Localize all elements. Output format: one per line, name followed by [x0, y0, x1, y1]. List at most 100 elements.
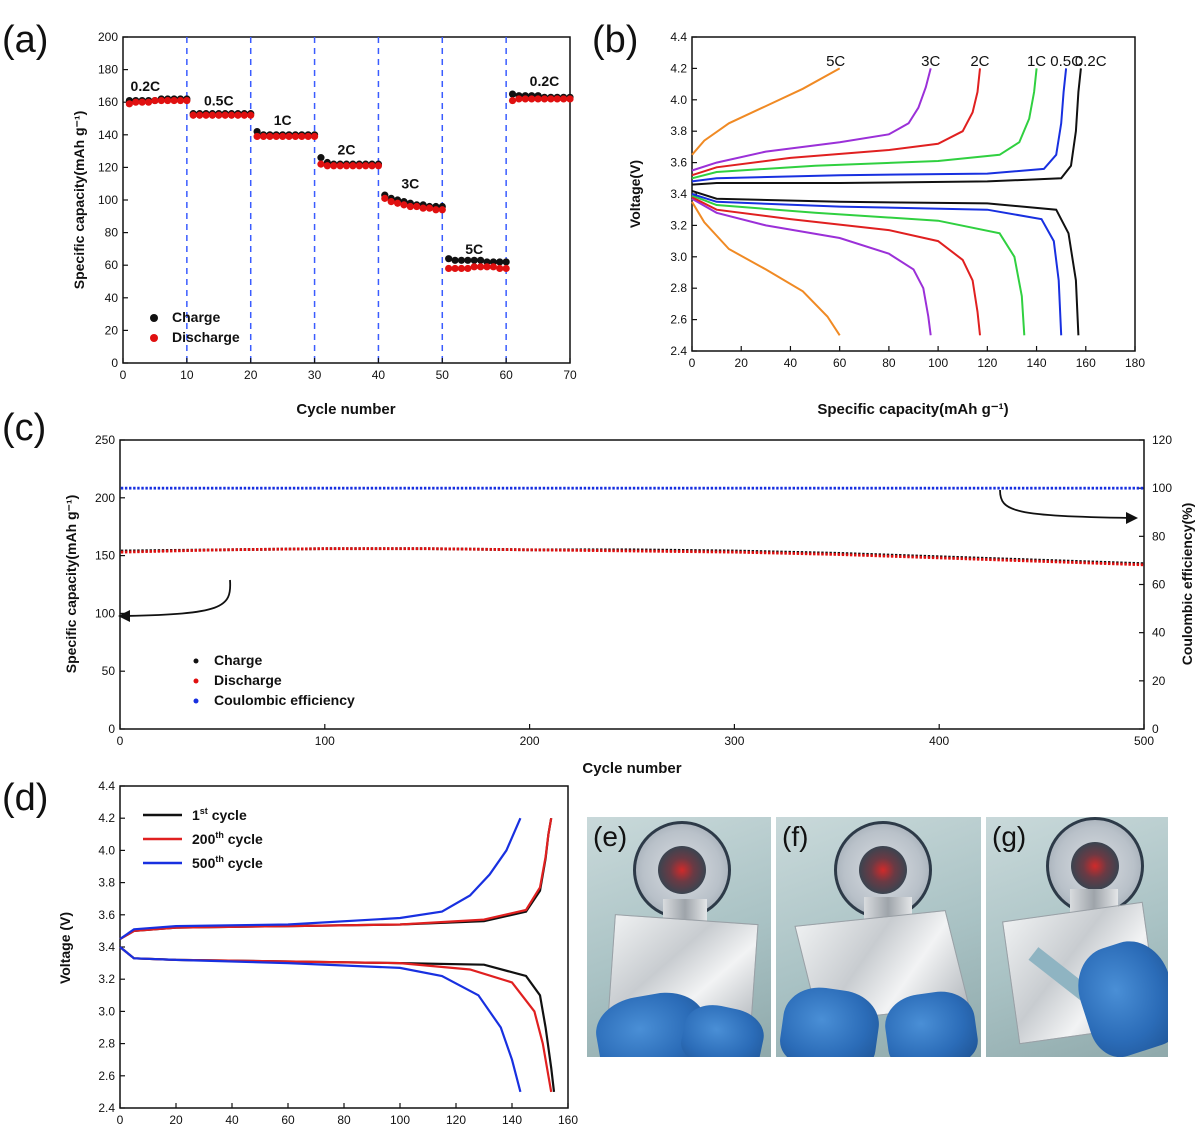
point-coulombic-efficiency — [563, 486, 566, 490]
panel-d-frame — [119, 785, 569, 1109]
panel-d-ticks: 0 20 40 60 80 100 120 140 160 2.4 2.6 2.8 3.0 3.2 3.4 3… — [98, 779, 578, 1127]
discharge-point — [266, 132, 274, 141]
charge-point — [457, 256, 466, 264]
x-tick-label: 160 — [558, 1113, 578, 1127]
point-coulombic-efficiency — [391, 486, 394, 490]
point-coulombic-efficiency — [219, 486, 222, 490]
discharge-point — [502, 264, 510, 273]
point-coulombic-efficiency — [333, 486, 337, 490]
photo-e: (e) — [587, 817, 771, 1057]
y-tick-label: 160 — [98, 95, 118, 109]
point-coulombic-efficiency — [948, 486, 951, 490]
discharge-point — [419, 204, 427, 212]
point-discharge — [555, 548, 558, 552]
point-coulombic-efficiency — [182, 486, 185, 490]
point-coulombic-efficiency — [1021, 486, 1025, 490]
point-discharge — [825, 552, 828, 556]
point-coulombic-efficiency — [952, 486, 955, 490]
panel-b-frame — [691, 36, 1136, 352]
point-coulombic-efficiency — [1038, 486, 1041, 490]
point-coulombic-efficiency — [1001, 486, 1004, 490]
point-coulombic-efficiency — [1095, 486, 1099, 490]
point-discharge — [1001, 558, 1004, 562]
point-coulombic-efficiency — [481, 486, 484, 490]
point-discharge — [522, 548, 525, 552]
point-coulombic-efficiency — [288, 486, 292, 490]
point-discharge — [296, 547, 300, 551]
point-discharge — [538, 548, 542, 552]
point-discharge — [219, 548, 222, 552]
discharge-point — [457, 264, 466, 273]
point-discharge — [464, 547, 468, 551]
point-discharge — [350, 547, 353, 551]
point-coulombic-efficiency — [649, 486, 652, 490]
point-coulombic-efficiency — [538, 486, 542, 490]
x-tick-label: 80 — [337, 1113, 351, 1127]
point-discharge — [546, 548, 550, 552]
x-tick-label: 50 — [436, 368, 450, 382]
point-coulombic-efficiency — [645, 486, 648, 490]
y-tick-label: 2.4 — [670, 344, 687, 358]
discharge-point — [477, 263, 485, 271]
panel-a-ticks: 0 10 20 30 40 50 60 70 0 20 40 60 80 100 120 140 160 180 2… — [98, 30, 577, 382]
y-tick-label: 20 — [105, 323, 119, 337]
point-discharge — [444, 547, 447, 551]
charge-point — [317, 154, 325, 162]
curve-label: 1C — [1027, 53, 1046, 70]
point-discharge — [1091, 561, 1094, 565]
point-coulombic-efficiency — [755, 486, 759, 490]
panel-c-data-points — [120, 486, 1144, 567]
point-coulombic-efficiency — [731, 486, 734, 490]
point-coulombic-efficiency — [903, 486, 906, 490]
rate-label: 0.2C — [131, 78, 161, 94]
discharge-point — [413, 202, 421, 211]
point-discharge — [329, 547, 333, 551]
point-coulombic-efficiency — [1075, 486, 1078, 490]
point-discharge — [501, 548, 505, 551]
point-discharge — [251, 548, 255, 551]
panel-d-ylabel: Voltage (V) — [57, 912, 73, 984]
discharge-point — [496, 264, 504, 273]
discharge-point — [464, 264, 472, 273]
point-discharge — [780, 551, 783, 555]
panel-d-curves — [119, 817, 556, 1093]
point-coulombic-efficiency — [1112, 486, 1115, 490]
point-discharge — [239, 548, 243, 552]
point-coulombic-efficiency — [722, 486, 726, 490]
discharge-point — [279, 132, 287, 141]
point-coulombic-efficiency — [686, 486, 689, 490]
point-discharge — [1013, 559, 1017, 562]
y-tick-label: 4.4 — [98, 779, 115, 793]
x-tick-label: 30 — [308, 368, 322, 382]
point-coulombic-efficiency — [641, 486, 644, 490]
point-discharge — [333, 547, 337, 551]
point-coulombic-efficiency — [956, 486, 959, 490]
curve-2C-discharge — [691, 196, 981, 336]
point-discharge — [198, 548, 202, 552]
point-coulombic-efficiency — [768, 486, 771, 490]
point-discharge — [247, 548, 251, 551]
point-coulombic-efficiency — [759, 486, 763, 490]
point-coulombic-efficiency — [804, 486, 808, 490]
discharge-point — [291, 132, 300, 141]
y-tick-label: 60 — [105, 258, 119, 272]
point-discharge — [440, 547, 443, 551]
discharge-point — [553, 95, 561, 103]
point-discharge — [567, 548, 570, 552]
discharge-point — [157, 96, 165, 105]
discharge-point — [330, 162, 338, 170]
point-discharge — [456, 547, 460, 551]
point-coulombic-efficiency — [718, 486, 722, 490]
point-discharge — [927, 556, 931, 559]
point-discharge — [1099, 561, 1103, 565]
y-tick-label: 3.6 — [670, 156, 687, 170]
legend-marker — [150, 314, 158, 322]
point-coulombic-efficiency — [608, 486, 611, 490]
curve-2C-charge — [691, 68, 981, 177]
point-coulombic-efficiency — [505, 486, 509, 490]
point-coulombic-efficiency — [1079, 486, 1082, 490]
point-coulombic-efficiency — [317, 486, 320, 490]
x-tick-label: 40 — [784, 356, 798, 370]
point-coulombic-efficiency — [776, 486, 779, 490]
y-tick-label: 4.2 — [98, 811, 115, 825]
